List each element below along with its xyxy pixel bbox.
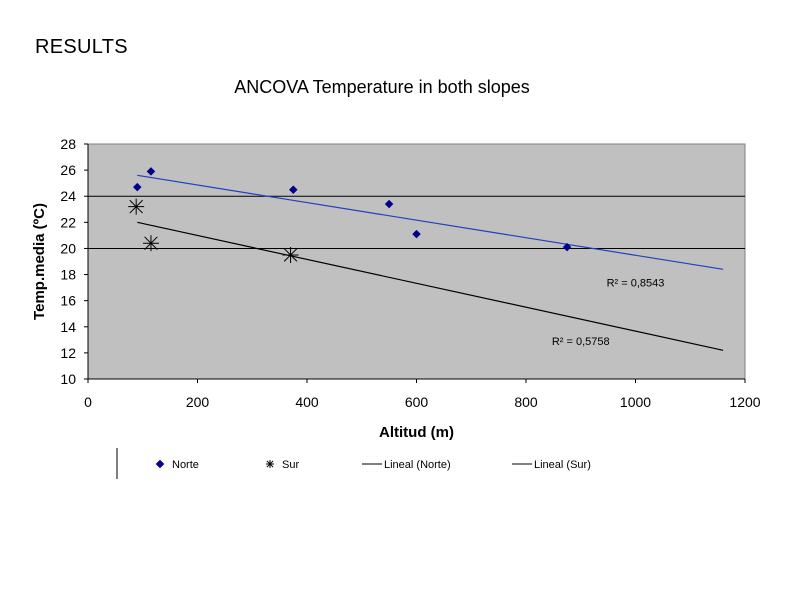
r-squared-label: R² = 0,5758 bbox=[552, 336, 610, 348]
point-norte bbox=[384, 199, 394, 209]
x-tick-label: 1000 bbox=[620, 394, 651, 410]
x-tick-label: 0 bbox=[84, 394, 92, 410]
point-sur bbox=[282, 246, 299, 263]
x-axis-title: Altitud (m) bbox=[379, 424, 454, 441]
point-sur bbox=[128, 198, 145, 215]
x-tick-label: 600 bbox=[405, 394, 429, 410]
legend-label: Lineal (Norte) bbox=[384, 459, 451, 471]
x-tick-label: 1200 bbox=[729, 394, 760, 410]
y-tick-label: 14 bbox=[60, 319, 76, 335]
legend-marker-norte bbox=[155, 459, 165, 469]
x-tick-label: 200 bbox=[186, 394, 210, 410]
x-tick-label: 400 bbox=[295, 394, 319, 410]
legend-marker-sur bbox=[266, 460, 274, 468]
point-norte bbox=[146, 167, 156, 176]
y-tick-label: 22 bbox=[60, 214, 76, 230]
point-norte bbox=[288, 185, 298, 195]
chart-title: ANCOVA Temperature in both slopes bbox=[234, 77, 530, 97]
point-norte bbox=[412, 229, 421, 239]
r-squared-label: R² = 0,8543 bbox=[607, 277, 665, 289]
y-tick-label: 10 bbox=[60, 371, 76, 387]
y-tick-label: 20 bbox=[60, 240, 76, 256]
y-tick-label: 26 bbox=[60, 162, 76, 178]
legend-label: Sur bbox=[282, 459, 299, 471]
y-tick-label: 16 bbox=[60, 293, 76, 309]
y-tick-label: 28 bbox=[60, 136, 76, 152]
y-tick-label: 18 bbox=[60, 267, 76, 283]
point-sur bbox=[142, 235, 159, 252]
legend-label: Lineal (Sur) bbox=[534, 459, 591, 471]
y-axis-title: Temp.media (ºC) bbox=[31, 203, 48, 320]
trendline-lineal-norte bbox=[137, 174, 724, 270]
x-tick-label: 800 bbox=[514, 394, 538, 410]
chart-legend: Norte Sur Lineal (Norte) Lineal (Sur) bbox=[116, 448, 591, 479]
legend-label: Norte bbox=[172, 459, 199, 471]
plot-area bbox=[87, 143, 746, 380]
y-tick-label: 24 bbox=[60, 188, 76, 204]
point-norte bbox=[132, 182, 142, 192]
page-heading: RESULTS bbox=[35, 36, 128, 58]
trendline-lineal-sur bbox=[137, 221, 724, 351]
y-tick-label: 12 bbox=[60, 345, 76, 361]
point-norte bbox=[562, 242, 572, 252]
